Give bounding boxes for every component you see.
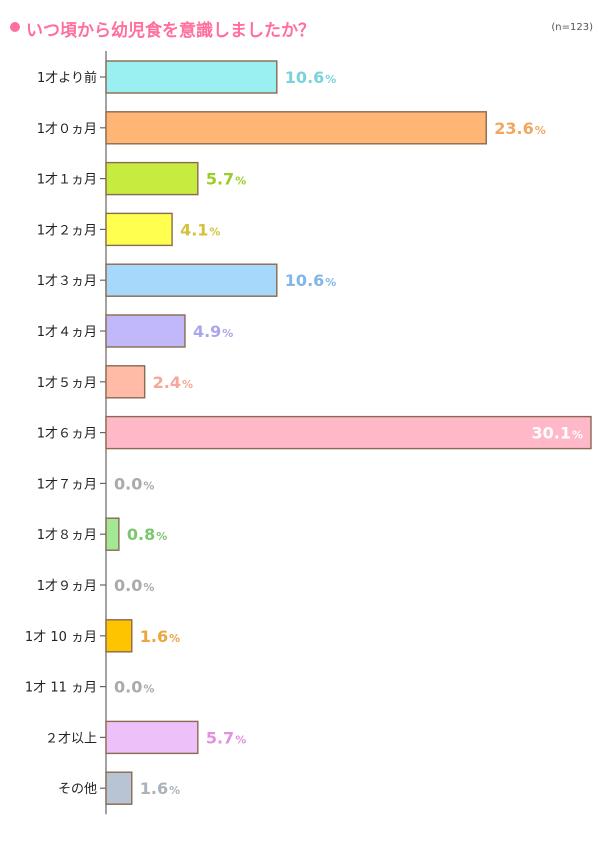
value-unit: % [169,784,180,797]
value-unit: % [143,581,154,594]
bar [105,771,133,805]
value-label: 30.1% [531,424,583,443]
bar [105,212,173,247]
value-unit: % [572,429,583,442]
value-unit: % [209,225,220,238]
value-unit: % [222,327,233,340]
bullet-dot-icon [10,22,20,32]
value-unit: % [325,276,336,289]
category-label: 1才０ヵ月 [37,122,97,137]
value-label: 2.4% [153,373,193,392]
category-label: 1才 11 ヵ月 [25,681,97,696]
value-label: 5.7% [206,170,246,189]
bar [105,111,487,145]
value-label: 1.6% [140,627,180,646]
category-label: 1才１ヵ月 [37,173,97,188]
value-label: 4.1% [180,220,220,239]
category-label: 1才５ヵ月 [37,376,97,391]
category-label: 1才 10 ヵ月 [25,630,97,645]
value-unit: % [156,530,167,543]
bar [105,60,278,94]
value-label: 10.6% [285,68,337,87]
sample-size-label: (n=123) [551,22,593,33]
value-label: 5.7% [206,728,246,747]
value-label: 23.6% [494,119,546,138]
category-label: 1才２ヵ月 [37,223,97,238]
bar [105,720,199,755]
value-label: 10.6% [285,271,337,290]
value-unit: % [235,175,246,188]
value-label: 0.0% [114,678,154,697]
category-label: 1才より前 [37,70,97,86]
category-label: 1才８ヵ月 [37,528,97,543]
value-unit: % [325,73,336,86]
value-unit: % [535,124,546,137]
category-label: 1才３ヵ月 [37,274,97,289]
bar [105,365,146,399]
value-unit: % [143,683,154,696]
category-label: ２才以上 [45,731,97,746]
value-label: 1.6% [140,779,180,798]
value-label: 0.8% [127,525,167,544]
bar [105,415,592,450]
category-label: その他 [58,782,97,797]
value-label: 0.0% [114,576,154,595]
value-unit: % [169,632,180,645]
bar [105,619,133,653]
bar [105,263,278,297]
value-unit: % [235,733,246,746]
category-label: 1才７ヵ月 [37,477,97,492]
bar [105,161,199,196]
category-label: 1才４ヵ月 [37,325,97,340]
category-label: 1才６ヵ月 [37,427,97,442]
chart-title: いつ頃から幼児食を意識しましたか？ [26,21,315,41]
value-label: 4.9% [193,322,233,341]
value-unit: % [143,479,154,492]
value-unit: % [182,378,193,391]
bar [105,314,186,348]
value-label: 0.0% [114,474,154,493]
category-label: 1才９ヵ月 [37,579,97,594]
bar [105,517,120,551]
chart-title-row: いつ頃から幼児食を意識しましたか？ [10,16,589,41]
